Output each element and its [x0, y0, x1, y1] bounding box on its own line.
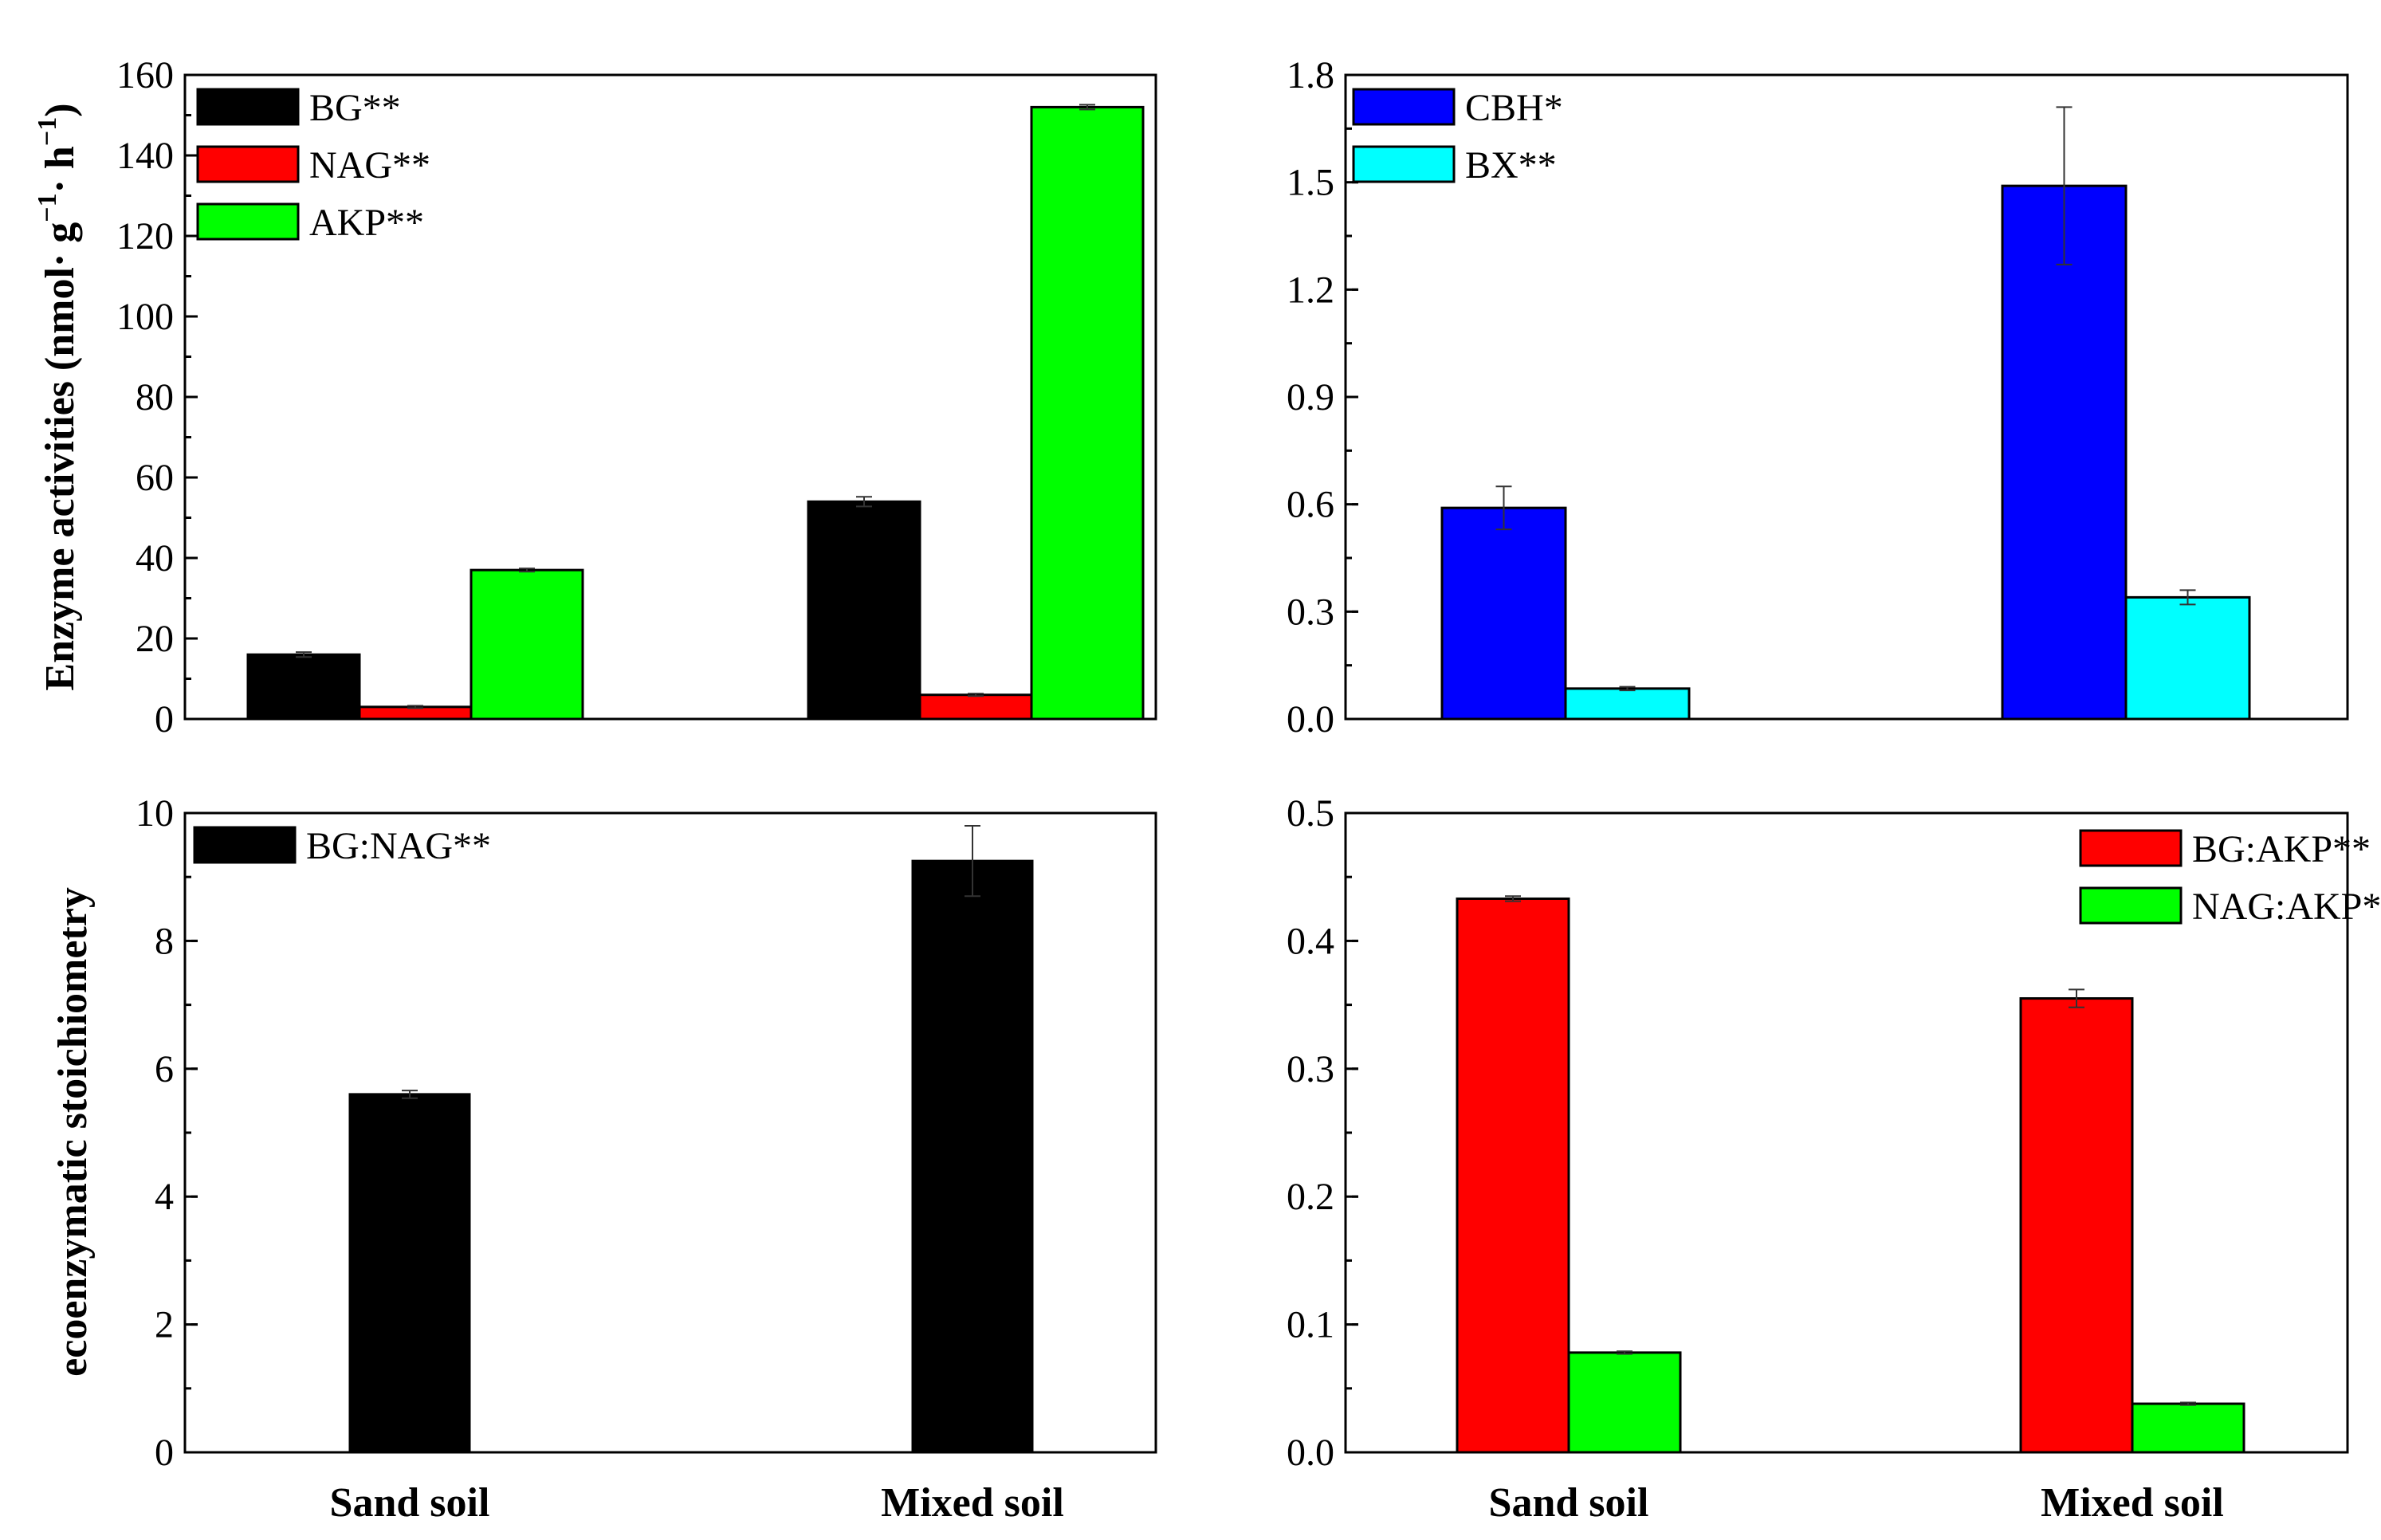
- y-axis-title-bottom: ecoenzymatic stoichiometry: [50, 887, 96, 1377]
- error-bar: [1505, 895, 1521, 902]
- y-tick-label: 40: [136, 537, 174, 579]
- error-bar: [965, 825, 980, 898]
- legend-item: BG:NAG**: [193, 825, 491, 867]
- y-tick-label: 20: [136, 618, 174, 660]
- legend-swatch: [1352, 145, 1456, 183]
- y-axis-title-top: Enzyme activities (nmol· g−1· h−1): [33, 103, 83, 690]
- bar-akp-mixed-soil: [1030, 105, 1145, 721]
- legend-label: BG**: [309, 87, 401, 129]
- x-category-label: Sand soil: [330, 1480, 490, 1526]
- chart-panel-bottom-right: 0.0 0.1 0.2 0.3 0.4 0.5 BG:AKP** NAG:AKP** Sand …: [1287, 792, 2381, 1526]
- chart-panel-bottom-left: 0 2 4 6 8 10 BG:NAG** Sand soil Mixed soil: [136, 792, 1157, 1526]
- legend-swatch: [196, 88, 300, 126]
- legend-label: AKP**: [309, 202, 424, 244]
- legend-swatch: [2079, 829, 2183, 867]
- legend-item: BX**: [1352, 144, 1557, 187]
- y-tick-label: 60: [136, 457, 174, 499]
- legend-item: NAG:AKP**: [2079, 886, 2381, 928]
- y-tick-label: 10: [136, 792, 174, 835]
- legend-item: BG**: [196, 87, 401, 129]
- bar-bg-nag-sand-soil: [348, 1093, 471, 1454]
- bar-bx-mixed-soil: [2124, 595, 2251, 721]
- y-tick-label: 0.1: [1287, 1304, 1334, 1346]
- legend: CBH* BX**: [1352, 87, 1563, 187]
- error-bar: [2056, 106, 2073, 265]
- error-bar: [1079, 104, 1095, 111]
- error-bar: [1619, 686, 1636, 692]
- x-category-label: Sand soil: [1489, 1480, 1649, 1526]
- y-tick-label: 0.0: [1287, 1432, 1334, 1474]
- y-tick-label: 120: [116, 215, 174, 257]
- y-tick-label: 80: [136, 376, 174, 418]
- x-category-label: Mixed soil: [881, 1480, 1064, 1526]
- error-bar: [968, 693, 984, 697]
- legend: BG:AKP** NAG:AKP**: [2079, 828, 2381, 928]
- bar-cbh-sand-soil: [1440, 506, 1567, 721]
- y-tick-label: 0.0: [1287, 698, 1334, 741]
- y-tick-label: 140: [116, 135, 174, 177]
- y-tick-label: 0.5: [1287, 792, 1334, 835]
- y-tick-label: 1.5: [1287, 162, 1334, 204]
- y-tick-label: 1.2: [1287, 269, 1334, 311]
- y-tick-label: 100: [116, 296, 174, 338]
- legend-swatch: [2079, 886, 2183, 925]
- error-bar: [856, 496, 872, 508]
- legend-label: BX**: [1465, 144, 1557, 187]
- legend-label: NAG**: [309, 144, 430, 187]
- bar-nag-mixed-soil: [918, 693, 1033, 721]
- legend-swatch: [193, 826, 297, 864]
- error-bar: [2180, 1401, 2196, 1406]
- y-tick-label: 0.3: [1287, 1048, 1334, 1090]
- legend-swatch: [196, 145, 300, 183]
- error-bar: [2179, 589, 2196, 606]
- y-tick-label: 0: [155, 1432, 174, 1474]
- error-bar: [296, 651, 312, 658]
- legend-label: BG:NAG**: [306, 825, 491, 867]
- legend-label: BG:AKP**: [2192, 828, 2371, 870]
- y-tick-label: 4: [155, 1176, 174, 1218]
- bar-bg-nag-mixed-soil: [911, 859, 1034, 1454]
- legend-label: CBH*: [1465, 87, 1563, 129]
- y-tick-label: 6: [155, 1048, 174, 1090]
- error-bar: [1617, 1350, 1633, 1355]
- y-tick-label: 0.2: [1287, 1176, 1334, 1218]
- bar-nag-akp-mixed-soil: [2131, 1402, 2245, 1454]
- y-tick-label: 8: [155, 920, 174, 962]
- legend-item: AKP**: [196, 202, 424, 244]
- legend-swatch: [196, 202, 300, 241]
- bar-cbh-mixed-soil: [2001, 184, 2128, 721]
- bar-nag-akp-sand-soil: [1567, 1351, 1682, 1454]
- chart-panel-top-left: 0 20 40 60 80 100 120 140 160 BG** NAG** AKP**: [116, 54, 1157, 741]
- error-bar: [519, 568, 535, 573]
- legend-item: BG:AKP**: [2079, 828, 2371, 870]
- y-tick-label: 0.3: [1287, 591, 1334, 633]
- y-tick-label: 1.8: [1287, 54, 1334, 96]
- y-tick-label: 160: [116, 54, 174, 96]
- legend-item: NAG**: [196, 144, 430, 187]
- y-tick-label: 0.9: [1287, 376, 1334, 418]
- bar-bg-akp-mixed-soil: [2019, 997, 2134, 1454]
- x-category-label: Mixed soil: [2041, 1480, 2224, 1526]
- legend-swatch: [1352, 88, 1456, 126]
- bar-akp-sand-soil: [470, 568, 584, 721]
- y-tick-label: 0: [155, 698, 174, 741]
- error-bar: [407, 705, 423, 709]
- bar-bg-sand-soil: [246, 653, 361, 721]
- legend-label: NAG:AKP**: [2192, 886, 2381, 928]
- error-bar: [402, 1090, 418, 1099]
- chart-panel-top-right: 0.0 0.3 0.6 0.9 1.2 1.5 1.8 CBH* BX**: [1287, 54, 2349, 741]
- error-bar: [2069, 988, 2084, 1008]
- y-tick-label: 0.6: [1287, 484, 1334, 526]
- bar-bx-sand-soil: [1564, 687, 1691, 721]
- legend-item: CBH*: [1352, 87, 1563, 129]
- error-bar: [1495, 485, 1512, 531]
- bar-bg-akp-sand-soil: [1456, 897, 1570, 1454]
- legend: BG:NAG**: [193, 825, 491, 867]
- y-tick-label: 2: [155, 1304, 174, 1346]
- y-tick-label: 0.4: [1287, 920, 1334, 962]
- bar-bg-mixed-soil: [807, 500, 921, 721]
- legend: BG** NAG** AKP**: [196, 87, 430, 244]
